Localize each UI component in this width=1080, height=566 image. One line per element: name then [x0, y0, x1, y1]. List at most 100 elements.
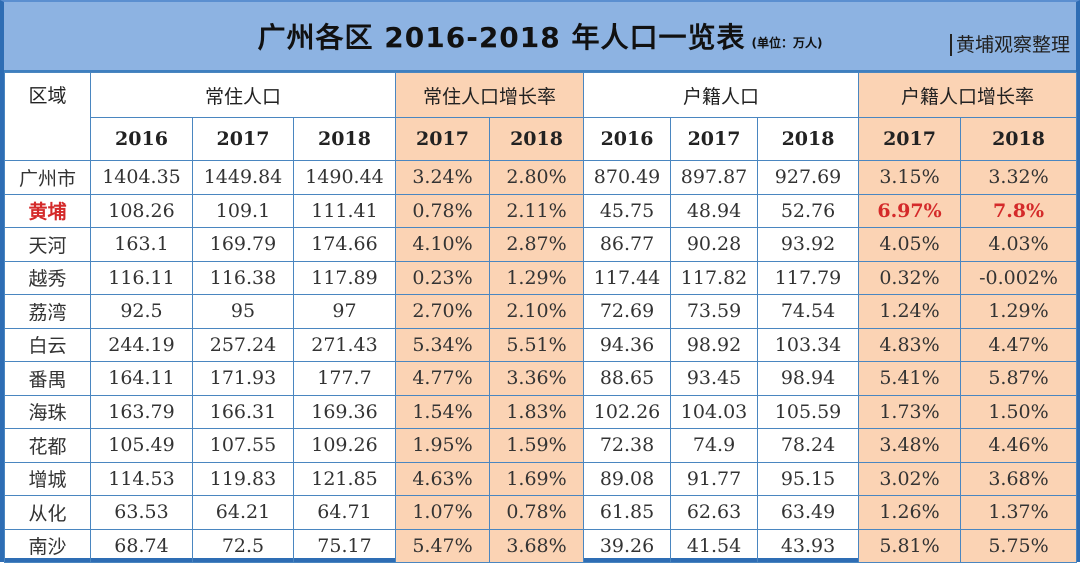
value-cell: 102.26	[583, 394, 672, 429]
value-cell: 244.19	[90, 327, 193, 362]
value-cell: 3.36%	[488, 361, 585, 396]
value-cell: 62.63	[670, 495, 759, 530]
year-header: 2018	[488, 117, 585, 161]
value-cell: 3.68%	[488, 528, 585, 563]
table-body: 广州市 1404.35 1449.84 1490.44 3.24% 2.80% 870.49…	[4, 160, 1078, 563]
table-row: 越秀 116.11 116.38 117.89 0.23% 1.29% 117.44 117.…	[4, 260, 1078, 295]
region-cell: 海珠	[4, 394, 91, 429]
value-cell: 108.26	[90, 193, 193, 228]
year-header-row: 2016 2017 2018 2017 2018 2016 2017 2018 2017 2018	[5, 117, 1078, 161]
value-cell: 1.26%	[858, 495, 962, 530]
value-cell: 64.21	[192, 495, 294, 530]
value-cell: 92.5	[90, 294, 193, 329]
region-cell: 荔湾	[4, 294, 91, 329]
unit-label: (单位：万人)	[751, 36, 823, 50]
value-cell: 117.82	[670, 260, 759, 295]
value-cell: 2.87%	[488, 227, 585, 262]
value-cell: 927.69	[757, 160, 860, 195]
value-cell: 107.55	[192, 428, 294, 463]
value-cell: 88.65	[583, 361, 672, 396]
table-row: 花都 105.49 107.55 109.26 1.95% 1.59% 72.38 74.9 7…	[4, 428, 1078, 463]
value-cell: 1.29%	[488, 260, 585, 295]
region-header: 区域	[4, 72, 91, 161]
value-cell: 72.38	[583, 428, 672, 463]
value-cell: 104.03	[670, 394, 759, 429]
value-cell: 177.7	[293, 361, 396, 396]
value-cell: 75.17	[293, 528, 396, 563]
group-header-row: 区域 常住人口 常住人口增长率 户籍人口 户籍人口增长率	[4, 72, 1078, 161]
value-cell: 1.69%	[488, 461, 585, 496]
value-cell: 1490.44	[293, 160, 396, 195]
value-cell: 63.49	[757, 495, 860, 530]
value-cell: 39.26	[583, 528, 672, 563]
value-cell: 1.50%	[960, 394, 1078, 429]
year-header: 2017	[670, 117, 759, 161]
region-cell: 黄埔	[4, 193, 91, 228]
value-cell: 1.24%	[858, 294, 962, 329]
value-cell: 45.75	[583, 193, 672, 228]
value-cell: 169.36	[293, 394, 396, 429]
title-text: 广州各区 2016-2018 年人口一览表	[257, 21, 746, 54]
value-cell: 5.41%	[858, 361, 962, 396]
value-cell: 97	[293, 294, 396, 329]
region-cell: 番禺	[4, 361, 91, 396]
year-header: 2018	[293, 117, 396, 161]
value-cell: 116.11	[90, 260, 193, 295]
region-cell: 增城	[4, 461, 91, 496]
value-cell: 94.36	[583, 327, 672, 362]
value-cell: 117.89	[293, 260, 396, 295]
value-cell: 5.47%	[395, 528, 490, 563]
value-cell: 3.15%	[858, 160, 962, 195]
value-cell: 63.53	[90, 495, 193, 530]
value-cell: 4.77%	[395, 361, 490, 396]
value-cell: 4.83%	[858, 327, 962, 362]
value-cell: 171.93	[192, 361, 294, 396]
value-cell: 2.10%	[488, 294, 585, 329]
year-header: 2016	[583, 117, 672, 161]
table-row: 增城 114.53 119.83 121.85 4.63% 1.69% 89.08 91.77…	[4, 461, 1078, 496]
value-cell: 5.34%	[395, 327, 490, 362]
group-header-resident-growth: 常住人口增长率	[394, 72, 585, 118]
value-cell: 3.48%	[858, 428, 962, 463]
table-row: 广州市 1404.35 1449.84 1490.44 3.24% 2.80% 870.49…	[4, 160, 1078, 195]
year-header: 2017	[192, 117, 294, 161]
value-cell: 0.32%	[858, 260, 962, 295]
group-header-resident: 常住人口	[90, 72, 396, 118]
value-cell: 271.43	[293, 327, 396, 362]
value-cell: 95	[192, 294, 294, 329]
value-cell: 119.83	[192, 461, 294, 496]
value-cell: 52.76	[757, 193, 860, 228]
table-row: 从化 63.53 64.21 64.71 1.07% 0.78% 61.85 62.63 63.…	[4, 495, 1078, 530]
year-header: 2018	[960, 117, 1078, 161]
value-cell: 1.83%	[488, 394, 585, 429]
value-cell: 1.37%	[960, 495, 1078, 530]
value-cell: 105.49	[90, 428, 193, 463]
value-cell: 109.26	[293, 428, 396, 463]
value-cell: 72.5	[192, 528, 294, 563]
value-cell: 2.80%	[488, 160, 585, 195]
value-cell: 61.85	[583, 495, 672, 530]
value-cell: 257.24	[192, 327, 294, 362]
value-cell: 163.1	[90, 227, 193, 262]
value-cell: 4.10%	[395, 227, 490, 262]
value-cell: 5.81%	[858, 528, 962, 563]
value-cell: 3.24%	[395, 160, 490, 195]
value-cell: 74.54	[757, 294, 860, 329]
value-cell: 90.28	[670, 227, 759, 262]
region-cell: 白云	[4, 327, 91, 362]
value-cell: 5.75%	[960, 528, 1078, 563]
value-cell: 163.79	[90, 394, 193, 429]
value-cell: 93.45	[670, 361, 759, 396]
year-header: 2017	[858, 117, 962, 161]
value-cell: 95.15	[757, 461, 860, 496]
region-cell: 广州市	[4, 160, 91, 195]
value-cell: 1404.35	[90, 160, 193, 195]
value-cell: 4.63%	[395, 461, 490, 496]
value-cell: 78.24	[757, 428, 860, 463]
population-table: 区域 常住人口 常住人口增长率 户籍人口 户籍人口增长率 2016 2017 201…	[4, 72, 1078, 563]
value-cell: 111.41	[293, 193, 396, 228]
value-cell: -0.002%	[960, 260, 1078, 295]
value-cell: 41.54	[670, 528, 759, 563]
value-cell: 169.79	[192, 227, 294, 262]
value-cell: 1.54%	[395, 394, 490, 429]
